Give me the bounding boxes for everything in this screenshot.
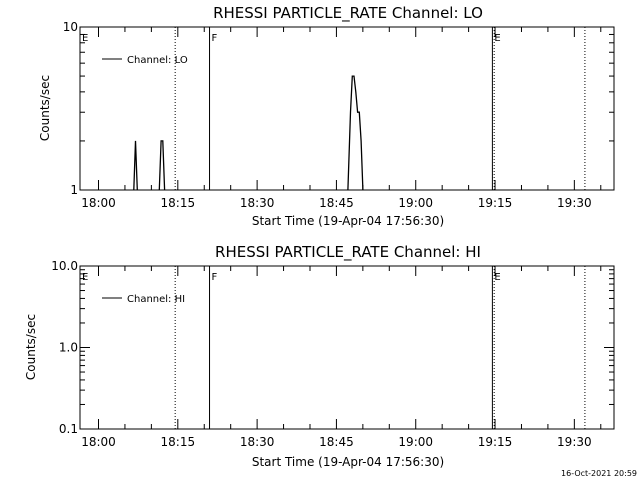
x-tick-label: 19:00 bbox=[398, 435, 433, 449]
panel-hi: RHESSI PARTICLE_RATE Channel: HI Counts/… bbox=[24, 243, 615, 469]
event-marker-label: E bbox=[494, 272, 500, 283]
x-tick-label: 18:45 bbox=[319, 196, 354, 210]
y-tick-label: 1 bbox=[70, 183, 78, 197]
panel-lo: RHESSI PARTICLE_RATE Channel: LO Counts/… bbox=[38, 4, 615, 228]
x-tick-label: 19:15 bbox=[478, 196, 513, 210]
x-tick-label: 19:30 bbox=[557, 435, 592, 449]
x-axis-label: Start Time (19-Apr-04 17:56:30) bbox=[252, 214, 444, 228]
y-axis-label: Counts/sec bbox=[24, 314, 38, 380]
y-axis-label: Counts/sec bbox=[38, 75, 52, 141]
legend-label: Channel: LO bbox=[127, 55, 188, 66]
event-marker-label: E bbox=[82, 272, 88, 283]
legend-label: Channel: HI bbox=[127, 294, 185, 305]
event-marker-label: F bbox=[212, 272, 218, 283]
event-marker-label: E bbox=[82, 33, 88, 44]
event-marker-label: F bbox=[212, 33, 218, 44]
y-tick-label: 10.0 bbox=[51, 259, 78, 273]
chart-title: RHESSI PARTICLE_RATE Channel: LO bbox=[213, 4, 483, 23]
y-tick-label: 1.0 bbox=[59, 341, 78, 355]
series-line bbox=[158, 140, 166, 191]
x-tick-label: 18:15 bbox=[161, 196, 196, 210]
series-line bbox=[347, 75, 364, 191]
x-tick-label: 18:45 bbox=[319, 435, 354, 449]
footer-timestamp: 16-Oct-2021 20:59 bbox=[561, 469, 637, 478]
x-tick-label: 19:30 bbox=[557, 196, 592, 210]
chart-title: RHESSI PARTICLE_RATE Channel: HI bbox=[215, 243, 481, 262]
x-tick-label: 19:15 bbox=[478, 435, 513, 449]
x-tick-label: 19:00 bbox=[398, 196, 433, 210]
x-tick-label: 18:15 bbox=[161, 435, 196, 449]
y-tick-label: 0.1 bbox=[59, 422, 78, 436]
x-tick-label: 18:00 bbox=[81, 196, 116, 210]
event-marker-label: E bbox=[494, 33, 500, 44]
x-tick-label: 18:30 bbox=[240, 435, 275, 449]
x-tick-label: 18:30 bbox=[240, 196, 275, 210]
series-line bbox=[133, 140, 138, 191]
x-tick-label: 18:00 bbox=[81, 435, 116, 449]
y-tick-label: 10 bbox=[63, 20, 78, 34]
x-axis-label: Start Time (19-Apr-04 17:56:30) bbox=[252, 455, 444, 469]
